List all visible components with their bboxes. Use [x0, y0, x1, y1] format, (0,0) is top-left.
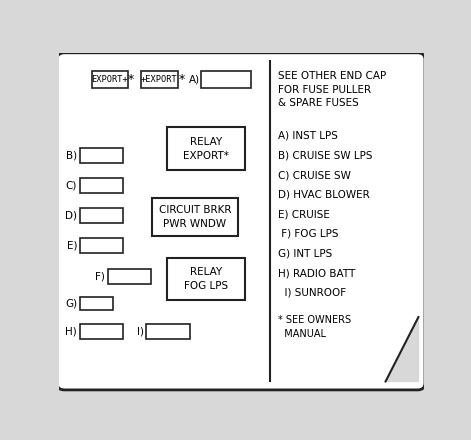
- Text: A): A): [188, 74, 200, 84]
- Bar: [167, 258, 245, 300]
- Bar: [80, 238, 123, 253]
- Text: G): G): [65, 299, 77, 309]
- Polygon shape: [386, 317, 418, 381]
- Text: B): B): [66, 150, 77, 161]
- Text: *: *: [128, 73, 134, 86]
- Text: A) INST LPS: A) INST LPS: [278, 131, 338, 141]
- Bar: [80, 324, 123, 339]
- Text: SEE OTHER END CAP
FOR FUSE PULLER
& SPARE FUSES: SEE OTHER END CAP FOR FUSE PULLER & SPAR…: [278, 71, 386, 108]
- Text: CIRCUIT BRKR
PWR WNDW: CIRCUIT BRKR PWR WNDW: [159, 205, 231, 229]
- FancyBboxPatch shape: [57, 53, 425, 390]
- Text: *: *: [179, 73, 185, 86]
- Text: C) CRUISE SW: C) CRUISE SW: [278, 170, 351, 180]
- Bar: [80, 297, 113, 310]
- Text: * SEE OWNERS
  MANUAL: * SEE OWNERS MANUAL: [278, 315, 351, 338]
- Bar: [92, 71, 128, 88]
- Text: E): E): [66, 241, 77, 251]
- Bar: [152, 198, 238, 236]
- Text: G) INT LPS: G) INT LPS: [278, 249, 332, 259]
- Text: +EXPORT: +EXPORT: [141, 75, 178, 84]
- Text: E) CRUISE: E) CRUISE: [278, 209, 330, 219]
- Text: EXPORT+: EXPORT+: [91, 75, 129, 84]
- Text: RELAY
FOG LPS: RELAY FOG LPS: [184, 267, 228, 291]
- Text: B) CRUISE SW LPS: B) CRUISE SW LPS: [278, 150, 373, 160]
- Bar: [146, 324, 189, 339]
- Text: D) HVAC BLOWER: D) HVAC BLOWER: [278, 190, 370, 200]
- Text: RELAY
EXPORT*: RELAY EXPORT*: [183, 136, 229, 161]
- Text: C): C): [66, 180, 77, 190]
- Text: F) FOG LPS: F) FOG LPS: [278, 229, 338, 239]
- Bar: [108, 269, 151, 284]
- Bar: [80, 178, 123, 193]
- Text: H): H): [65, 326, 77, 337]
- Bar: [167, 127, 245, 170]
- Bar: [80, 148, 123, 163]
- Bar: [201, 71, 251, 88]
- Bar: [80, 208, 123, 223]
- Text: D): D): [65, 211, 77, 221]
- Text: I) SUNROOF: I) SUNROOF: [278, 288, 346, 298]
- Text: I): I): [137, 326, 144, 337]
- Text: F): F): [95, 271, 105, 282]
- Text: H) RADIO BATT: H) RADIO BATT: [278, 268, 355, 278]
- Bar: [141, 71, 178, 88]
